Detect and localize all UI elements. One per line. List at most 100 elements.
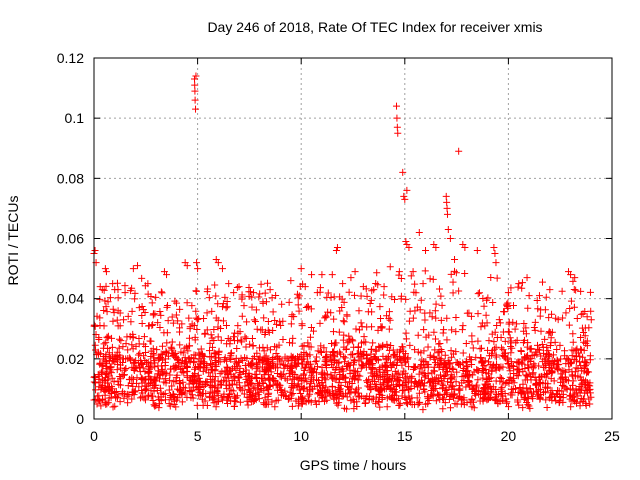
data-point <box>579 310 587 318</box>
data-point <box>455 393 463 401</box>
data-point <box>420 347 428 355</box>
data-point <box>425 396 433 404</box>
data-point <box>124 382 132 390</box>
data-point <box>574 392 582 400</box>
data-point <box>430 355 438 363</box>
data-point <box>281 392 289 400</box>
data-point <box>483 319 491 327</box>
data-point <box>353 350 361 358</box>
data-point <box>367 296 375 304</box>
data-point <box>374 281 382 289</box>
data-point <box>188 386 196 394</box>
data-point <box>136 368 144 376</box>
data-point <box>234 374 242 382</box>
data-point <box>147 376 155 384</box>
data-point <box>156 307 164 315</box>
data-point <box>351 357 359 365</box>
data-point <box>334 391 342 399</box>
data-point <box>388 372 396 380</box>
data-point <box>206 339 214 347</box>
data-point <box>166 402 174 410</box>
data-point <box>91 374 99 382</box>
data-point <box>261 289 269 297</box>
data-point <box>480 302 488 310</box>
data-point <box>173 356 181 364</box>
data-point <box>126 354 134 362</box>
data-point <box>129 265 137 273</box>
data-point <box>515 280 523 288</box>
data-point <box>176 341 184 349</box>
data-point <box>136 349 144 357</box>
data-point <box>481 384 489 392</box>
data-point <box>418 368 426 376</box>
data-point <box>156 384 164 392</box>
data-point <box>230 337 238 345</box>
data-point <box>103 400 111 408</box>
data-point <box>500 352 508 360</box>
data-point <box>105 356 113 364</box>
data-point <box>129 382 137 390</box>
data-point <box>504 289 512 297</box>
data-point <box>430 328 438 336</box>
data-point <box>351 268 359 276</box>
data-point <box>304 302 312 310</box>
data-point <box>573 315 581 323</box>
data-point <box>249 342 257 350</box>
data-point <box>152 401 160 409</box>
data-point <box>328 382 336 390</box>
data-point <box>103 365 111 373</box>
data-point <box>340 404 348 412</box>
data-point <box>161 396 169 404</box>
data-point <box>378 391 386 399</box>
data-point <box>260 357 268 365</box>
data-point <box>330 374 338 382</box>
data-point <box>544 347 552 355</box>
data-point <box>124 346 132 354</box>
data-point <box>138 302 146 310</box>
data-point <box>115 344 123 352</box>
data-point <box>203 362 211 370</box>
data-point <box>403 373 411 381</box>
data-point <box>218 265 226 273</box>
data-point <box>112 387 120 395</box>
data-point <box>531 326 539 334</box>
data-point <box>219 317 227 325</box>
data-point <box>205 394 213 402</box>
data-point <box>292 355 300 363</box>
data-point <box>514 388 522 396</box>
data-point <box>403 186 411 194</box>
data-point <box>542 396 550 404</box>
data-point <box>331 353 339 361</box>
data-point <box>168 313 176 321</box>
data-point <box>565 321 573 329</box>
data-point <box>95 334 103 342</box>
data-point <box>550 359 558 367</box>
data-point <box>554 316 562 324</box>
data-point <box>421 388 429 396</box>
data-point <box>529 395 537 403</box>
data-point <box>354 343 362 351</box>
data-point <box>272 397 280 405</box>
data-point <box>499 378 507 386</box>
data-point <box>484 358 492 366</box>
data-point <box>316 347 324 355</box>
axis-ticks <box>93 57 613 420</box>
data-point <box>349 373 357 381</box>
data-point <box>245 284 253 292</box>
data-point <box>409 314 417 322</box>
data-point <box>506 334 514 342</box>
data-point <box>236 385 244 393</box>
x-axis-label: GPS time / hours <box>300 457 407 473</box>
data-point <box>416 306 424 314</box>
data-point <box>306 386 314 394</box>
data-point <box>307 343 315 351</box>
data-point <box>163 339 171 347</box>
data-point <box>178 398 186 406</box>
data-point <box>217 378 225 386</box>
data-point <box>560 367 568 375</box>
data-point <box>228 365 236 373</box>
data-point <box>443 204 451 212</box>
data-point <box>150 354 158 362</box>
data-point <box>381 362 389 370</box>
data-point <box>188 302 196 310</box>
